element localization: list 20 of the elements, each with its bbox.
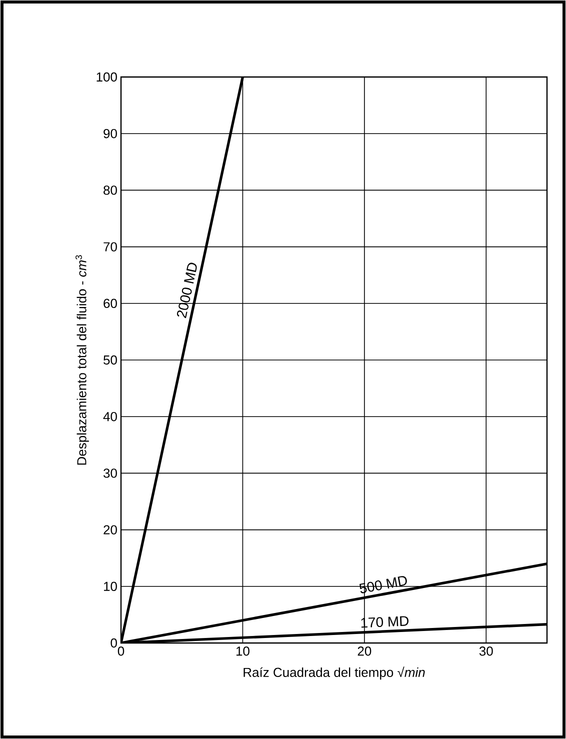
y-tick-label: 40 [103,412,117,422]
x-tick-label: 0 [118,646,124,656]
y-tick-label: 70 [104,242,117,252]
y-tick-label: 0 [110,638,117,648]
y-tick-label: 90 [104,128,117,138]
text: 2000 MD [176,262,197,318]
y-tick-label: 100 [96,72,117,82]
y-tick-label: 30 [104,468,117,478]
x-tick-label: 30 [479,646,493,656]
series-label: 170 MD [361,616,408,628]
text: 500 MD [360,576,407,594]
x-axis-title: Raíz Cuadrada del tiempo √min [244,666,425,680]
y-tick-label: 10 [104,582,117,591]
y-tick-label: 20 [104,525,117,534]
y-tick-label: 50 [104,355,117,365]
y-tick-label: 80 [104,186,117,195]
x-tick-label: 10 [236,646,250,656]
y-axis-title: Desplazamiento total del fluido - cm$^{3}$ [76,255,89,465]
y-tick-label: 60 [104,298,117,308]
x-tick-label: 20 [358,646,372,656]
